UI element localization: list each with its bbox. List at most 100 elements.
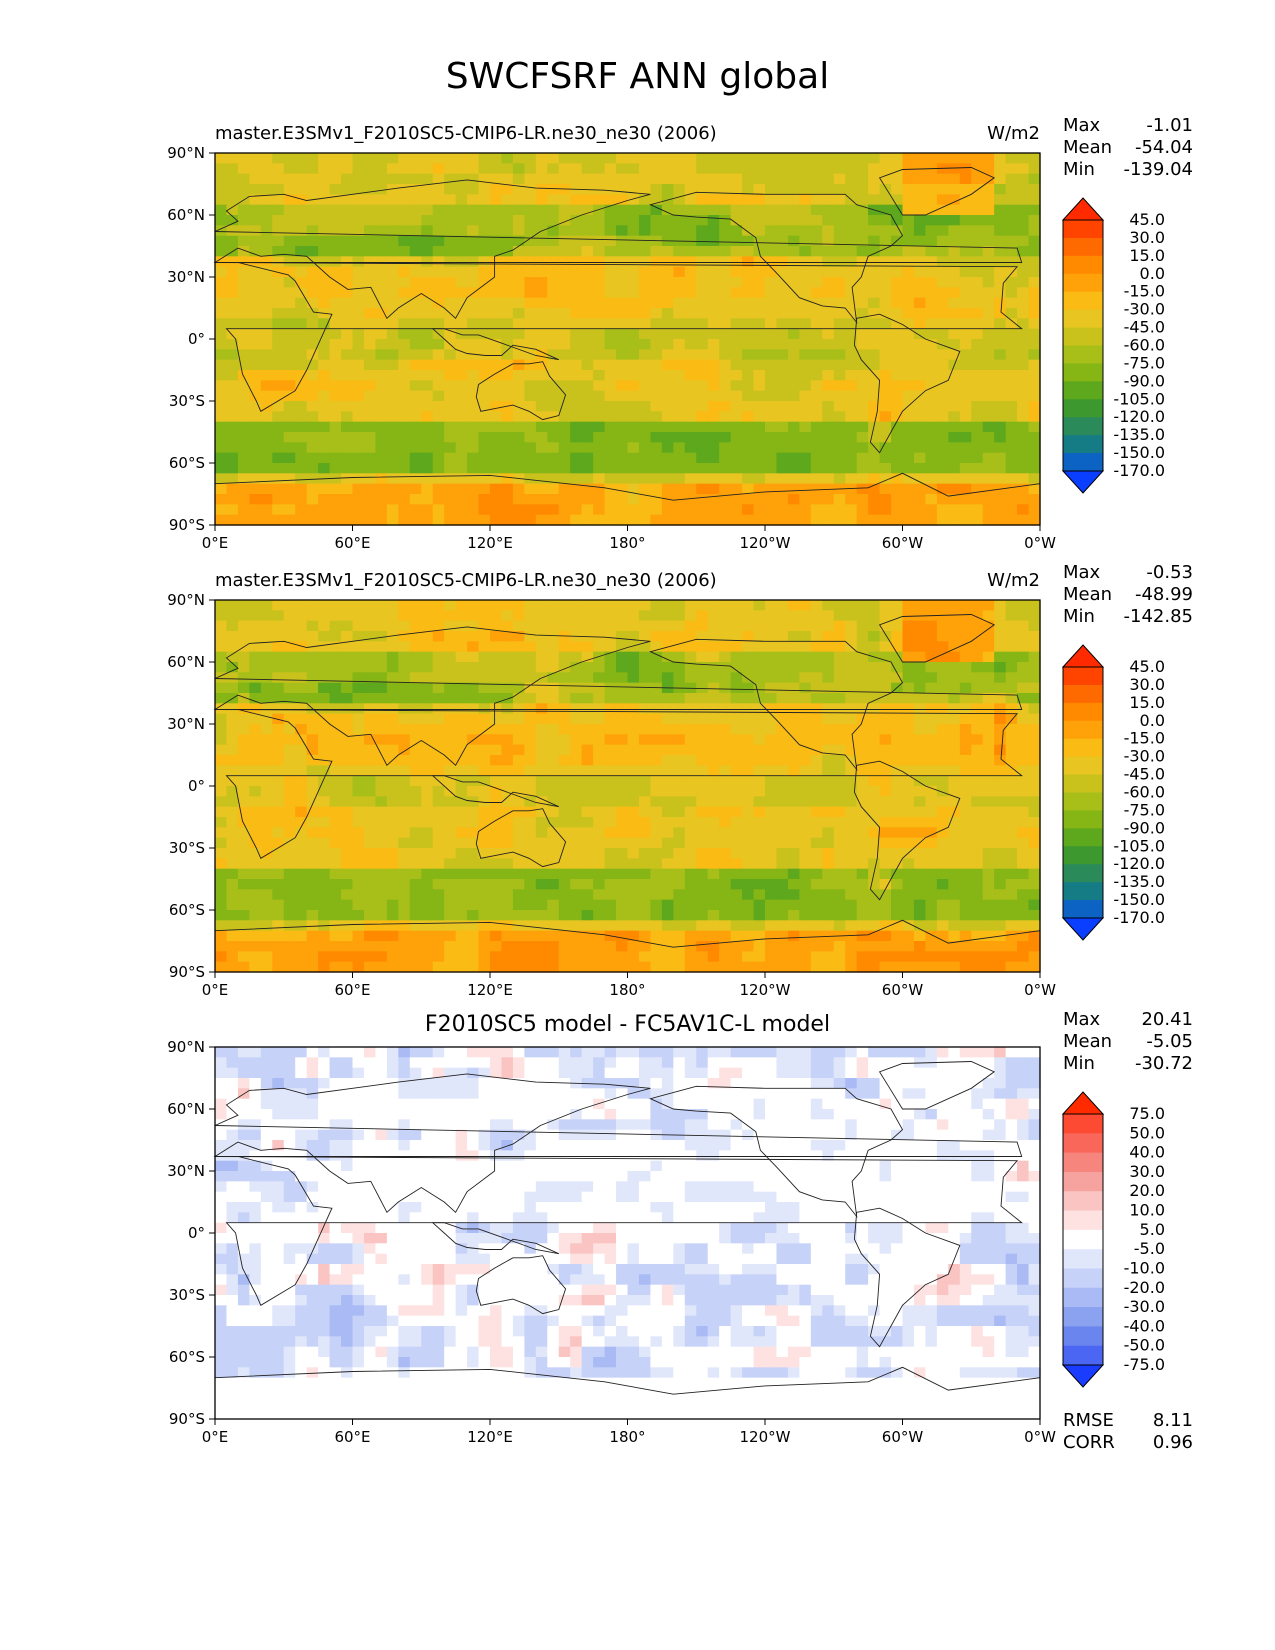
field-cell <box>386 349 399 361</box>
field-cell <box>1017 651 1030 663</box>
field-cell <box>421 889 434 901</box>
field-cell <box>765 693 778 704</box>
field-cell <box>994 837 1007 849</box>
field-cell <box>787 318 800 330</box>
field-cell <box>730 693 743 704</box>
field-cell <box>638 631 652 642</box>
field-cell <box>696 858 709 870</box>
field-cell <box>684 631 697 642</box>
field-cell <box>421 600 434 611</box>
field-cell <box>455 713 468 725</box>
field-cell <box>1005 194 1018 206</box>
field-cell <box>409 442 422 454</box>
field-cell <box>936 359 949 371</box>
field-cell <box>1028 889 1041 901</box>
field-cell <box>272 204 285 216</box>
field-cell <box>249 786 262 797</box>
field-cell <box>810 631 823 642</box>
field-cell <box>249 817 262 828</box>
field-cell <box>1017 662 1030 673</box>
field-cell <box>627 848 640 859</box>
field-cell <box>730 734 743 746</box>
field-cell <box>753 899 766 911</box>
field-cell <box>936 796 949 808</box>
field-cell <box>295 349 308 361</box>
field-cell <box>753 765 766 777</box>
field-cell <box>971 641 984 653</box>
field-cell <box>467 600 480 611</box>
field-cell <box>707 889 720 901</box>
field-cell <box>215 672 228 684</box>
field-cell <box>341 173 354 185</box>
field-cell <box>638 514 652 526</box>
field-cell <box>994 775 1007 787</box>
field-cell <box>902 631 915 642</box>
field-cell <box>249 610 262 622</box>
field-cell <box>535 297 548 309</box>
field-cell <box>765 318 778 330</box>
field-cell <box>409 153 422 164</box>
field-cell <box>730 215 743 226</box>
field-cell <box>501 318 514 330</box>
field-cell <box>329 153 342 164</box>
field-cell <box>891 786 904 797</box>
field-cell <box>913 765 927 777</box>
field-cell <box>982 631 995 642</box>
field-cell <box>318 858 331 870</box>
field-cell <box>891 641 904 653</box>
field-cell <box>249 806 262 818</box>
field-cell <box>512 349 525 361</box>
field-cell <box>490 297 503 309</box>
field-cell <box>318 153 331 164</box>
field-cell <box>1017 204 1030 216</box>
field-cell <box>432 744 445 756</box>
field-cell <box>982 858 995 870</box>
field-cell <box>891 246 904 257</box>
field-cell <box>1005 755 1018 766</box>
field-cell <box>283 786 296 797</box>
field-cell <box>868 514 881 526</box>
field-cell <box>249 173 262 185</box>
field-cell <box>237 744 250 756</box>
field-cell <box>833 163 846 175</box>
field-cell <box>742 827 755 839</box>
field-cell <box>638 744 652 756</box>
field-cell <box>352 318 365 330</box>
field-cell <box>249 848 262 859</box>
field-cell <box>948 463 961 474</box>
field-cell <box>856 246 869 257</box>
field-cell <box>845 463 858 474</box>
field-cell <box>776 682 789 694</box>
field-cell <box>925 432 938 443</box>
field-cell <box>341 442 354 454</box>
field-cell <box>902 452 915 464</box>
field-cell <box>444 359 457 371</box>
field-cell <box>707 600 720 611</box>
field-cell <box>490 432 503 443</box>
field-cell <box>776 713 789 725</box>
field-cell <box>719 256 732 268</box>
field-cell <box>742 380 755 392</box>
field-cell <box>730 672 743 684</box>
field-cell <box>959 215 972 226</box>
field-cell <box>570 359 583 371</box>
field-cell <box>444 879 457 890</box>
field-cell <box>295 786 308 797</box>
field-cell <box>295 463 308 474</box>
field-cell <box>627 215 640 226</box>
field-cell <box>833 308 846 319</box>
field-cell <box>444 318 457 330</box>
field-cell <box>444 817 457 828</box>
field-cell <box>272 432 285 443</box>
field-cell <box>318 806 331 818</box>
field-cell <box>936 827 949 839</box>
field-cell <box>581 277 594 288</box>
field-cell <box>661 889 674 901</box>
colorbar-label: 30.0 <box>1129 228 1165 247</box>
field-cell <box>226 682 239 694</box>
field-cell <box>879 504 892 516</box>
field-cell <box>707 483 720 495</box>
field-cell <box>386 765 399 777</box>
field-cell <box>1005 713 1018 725</box>
field-cell <box>375 452 388 464</box>
